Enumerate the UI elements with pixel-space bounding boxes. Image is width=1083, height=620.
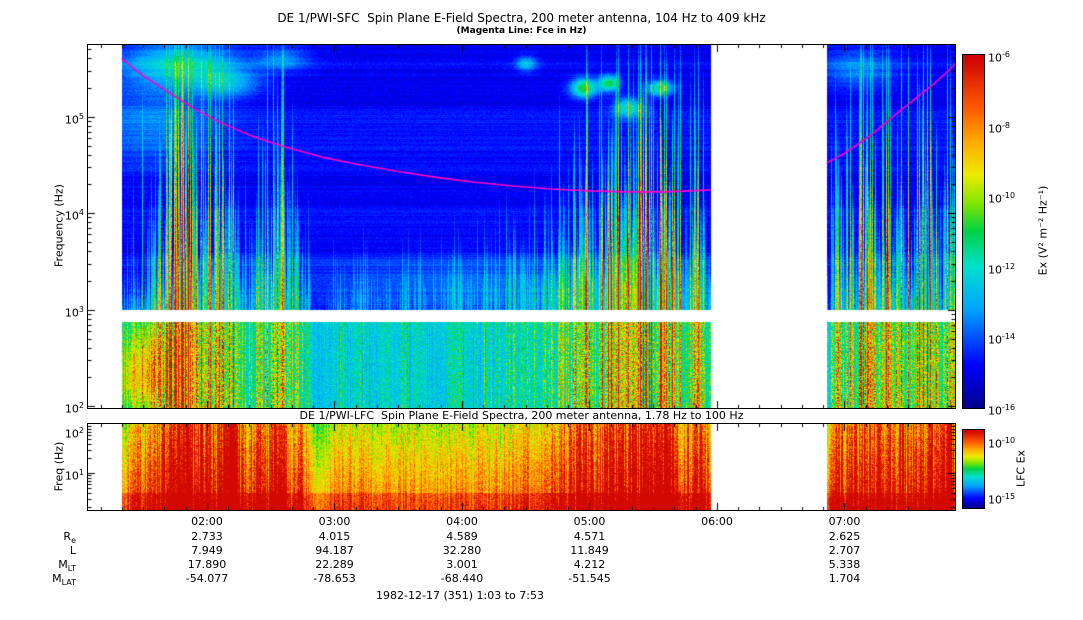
ephemeris-value: 2.625 — [828, 530, 861, 543]
sfc-colorbar-label: Ex (V² m⁻² Hz⁻¹) — [1036, 185, 1050, 276]
lfc-ytick-label: 101 — [64, 468, 84, 483]
ephemeris-value: -51.545 — [568, 572, 611, 585]
ephemeris-row-label: MLT — [58, 558, 76, 574]
sfc-ytick-label: 103 — [64, 304, 84, 320]
sfc-ytick-label: 104 — [64, 208, 84, 223]
ephemeris-value: 3.001 — [446, 558, 478, 571]
lfc-colorbar-label: LFC Ex — [1014, 449, 1028, 488]
x-tick-label: 02:00 — [191, 515, 223, 528]
ephemeris-value: 4.571 — [573, 530, 606, 543]
x-tick-label: 05:00 — [573, 515, 606, 528]
date-range-footer: 1982-12-17 (351) 1:03 to 7:53 — [376, 589, 544, 602]
ephemeris-value: 4.212 — [573, 558, 606, 571]
sfc-colorbar — [963, 55, 984, 408]
sfc-ytick-label: 102 — [64, 401, 84, 416]
lfc-colorbar-frame — [962, 429, 985, 509]
ephemeris-value: 2.707 — [828, 544, 861, 557]
ephemeris-value: 7.949 — [191, 544, 223, 557]
sfc-colorbar-frame — [962, 54, 985, 409]
sfc-plot-frame — [87, 44, 956, 409]
sfc-title: DE 1/PWI-SFC Spin Plane E-Field Spectra,… — [277, 11, 766, 25]
sfc-colorbar-tick-label: 10-14 — [988, 332, 1016, 348]
sfc-spectrogram-canvas — [88, 45, 955, 408]
ephemeris-value: 2.733 — [191, 530, 223, 543]
x-tick-label: 06:00 — [701, 515, 733, 528]
lfc-colorbar — [963, 430, 984, 508]
ephemeris-value: 22.289 — [315, 558, 354, 571]
x-tick-label: 04:00 — [446, 515, 478, 528]
ephemeris-value: 1.704 — [828, 572, 861, 585]
lfc-colorbar-tick-label: 10-10 — [988, 436, 1016, 451]
ephemeris-value: 5.338 — [828, 558, 861, 571]
sfc-colorbar-tick-label: 10-6 — [988, 50, 1010, 65]
ephemeris-value: 32.280 — [442, 544, 482, 557]
lfc-colorbar-tick-label: 10-15 — [988, 491, 1016, 507]
sfc-colorbar-tick-label: 10-16 — [988, 403, 1016, 418]
ephemeris-value: 4.015 — [318, 530, 351, 543]
sfc-subtitle: (Magenta Line: Fce in Hz) — [456, 26, 587, 36]
ephemeris-value: -78.653 — [313, 572, 356, 585]
sfc-ytick-label: 105 — [64, 111, 84, 127]
ephemeris-row-label: MLAT — [52, 572, 76, 588]
ephemeris-value: -54.077 — [185, 572, 229, 585]
ephemeris-value: -68.440 — [440, 572, 484, 585]
ephemeris-row-label: Re — [63, 530, 76, 546]
sfc-colorbar-tick-label: 10-10 — [988, 191, 1016, 206]
lfc-title: DE 1/PWI-LFC Spin Plane E-Field Spectra,… — [299, 409, 744, 422]
sfc-colorbar-tick-label: 10-8 — [988, 120, 1010, 136]
ephemeris-value: 4.589 — [446, 530, 478, 543]
x-tick-label: 03:00 — [318, 515, 351, 528]
ephemeris-row-label: L — [69, 544, 76, 557]
lfc-plot-frame — [87, 423, 956, 511]
sfc-colorbar-tick-label: 10-12 — [988, 261, 1016, 277]
x-tick-label: 07:00 — [828, 515, 861, 528]
lfc-ytick-label: 102 — [64, 426, 84, 441]
ephemeris-value: 94.187 — [315, 544, 354, 557]
lfc-spectrogram-canvas — [88, 424, 955, 510]
ephemeris-value: 11.849 — [570, 544, 609, 557]
ephemeris-value: 17.890 — [187, 558, 227, 571]
